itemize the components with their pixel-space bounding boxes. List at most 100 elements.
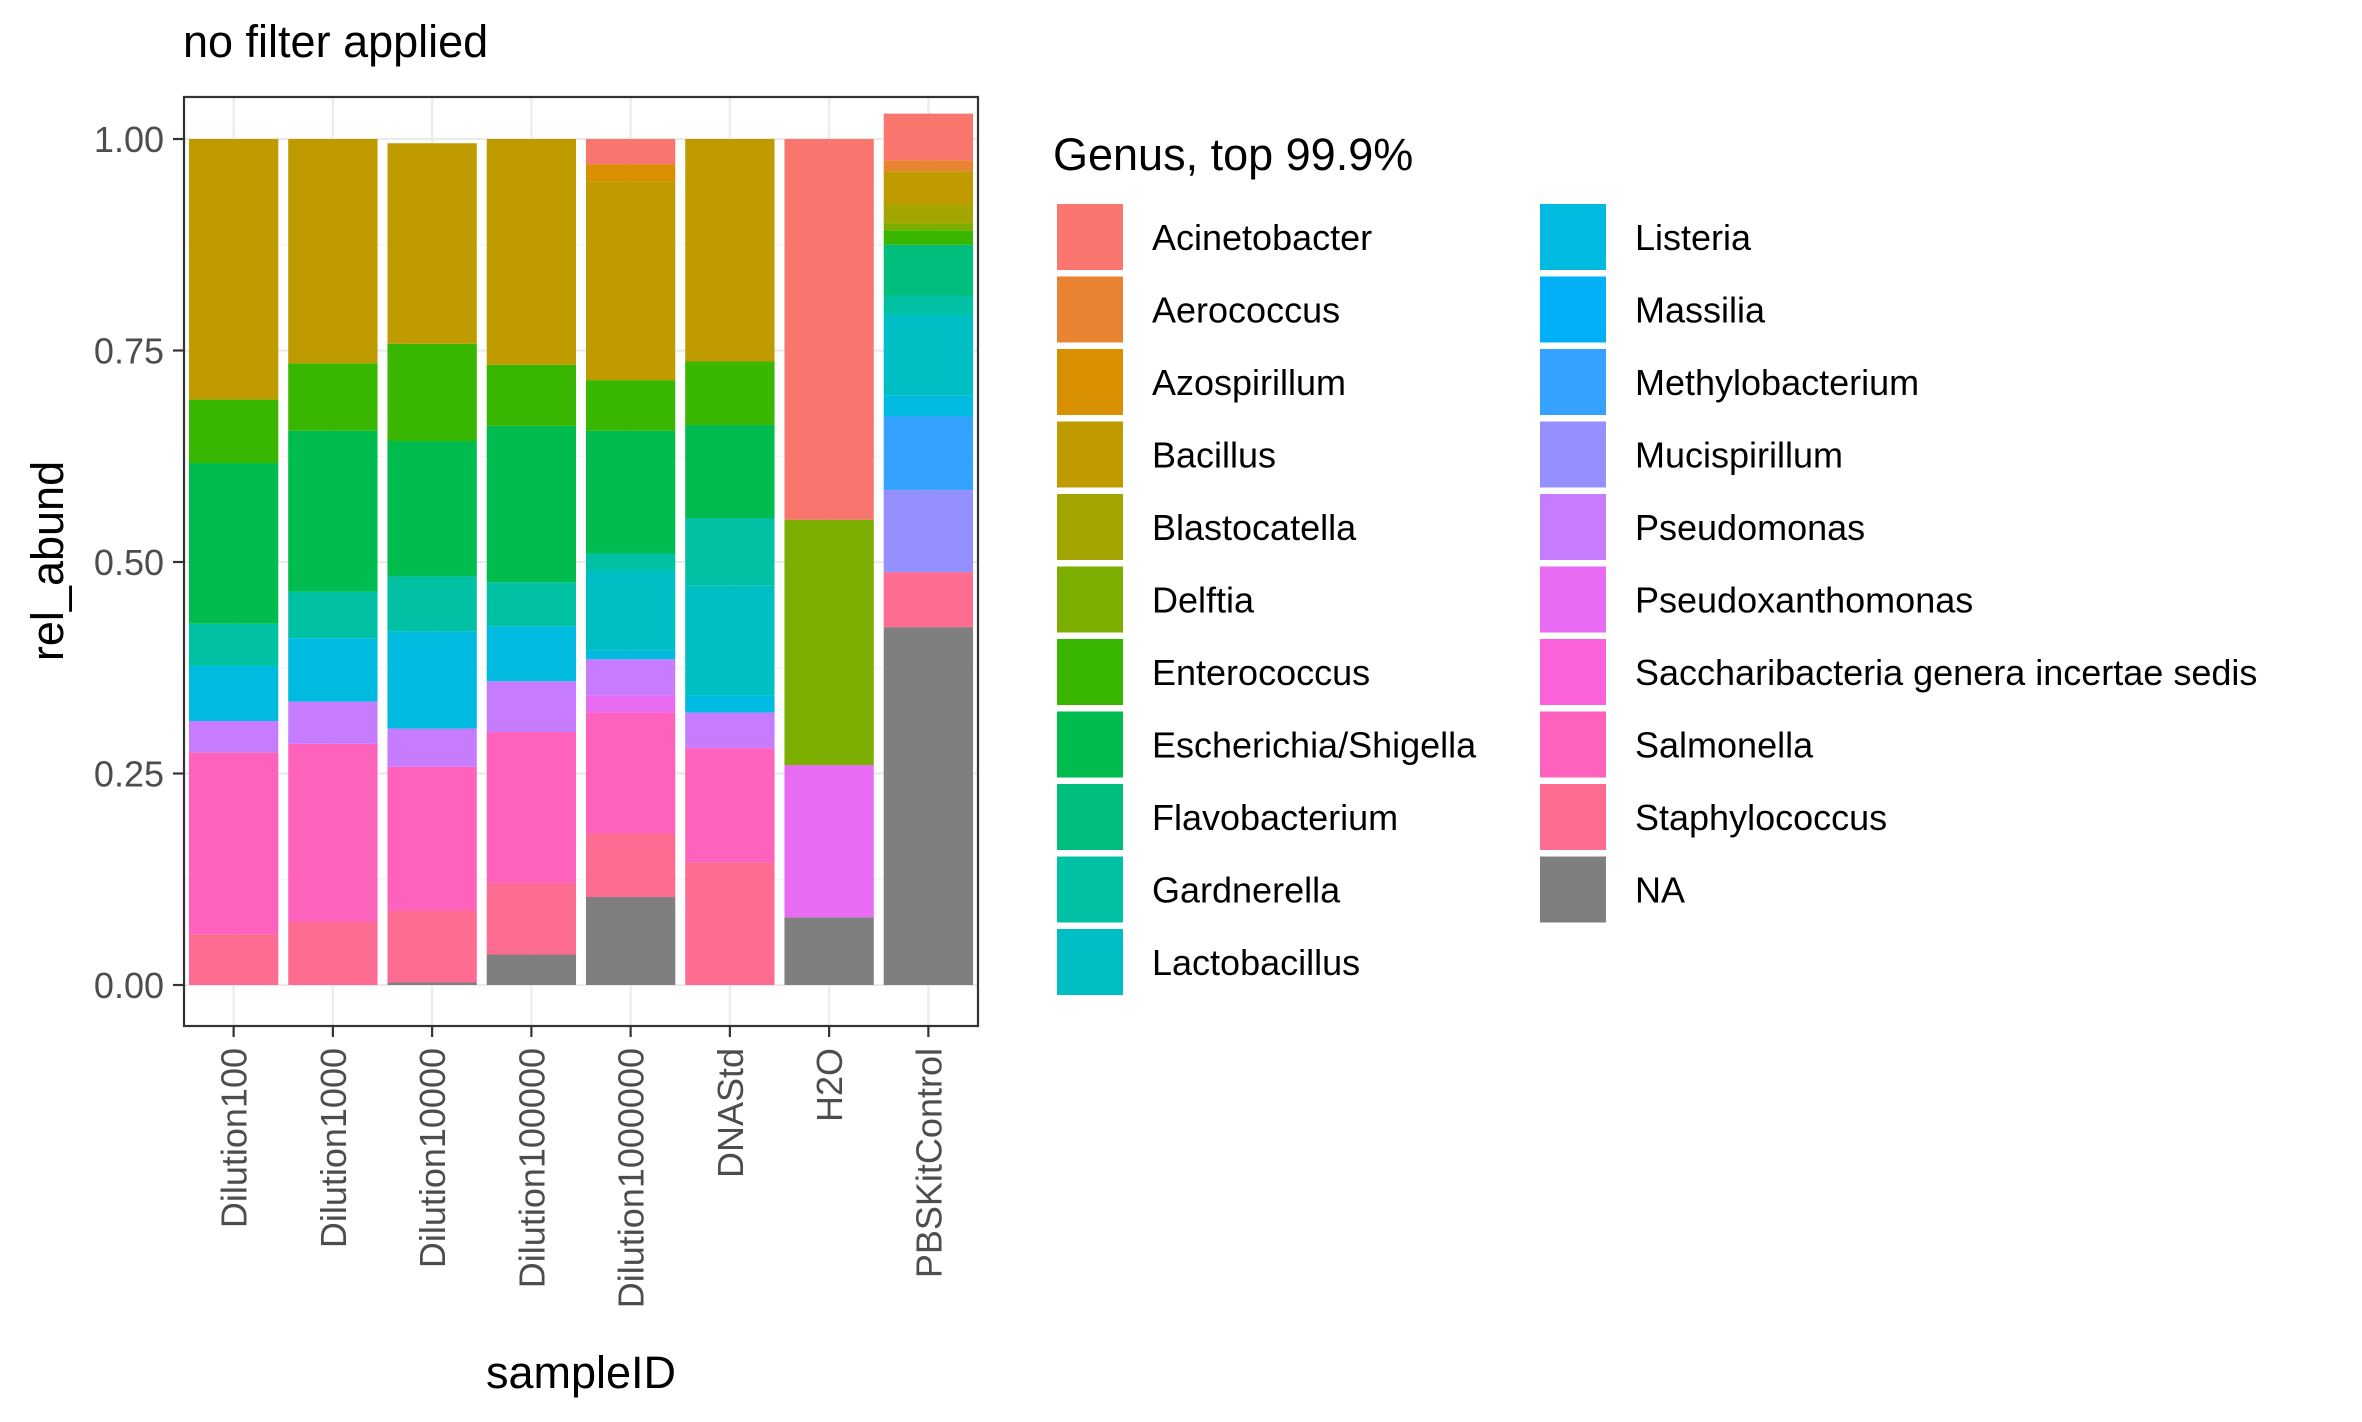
legend-label: NA — [1635, 870, 1685, 911]
y-tick-label: 0.25 — [94, 754, 164, 795]
bar-segment — [486, 364, 577, 426]
legend-item: Gardnerella — [1057, 856, 1341, 923]
y-tick-label: 0.75 — [94, 331, 164, 372]
x-tick-label: Dilution1000000 — [611, 1048, 652, 1308]
legend-key — [1057, 856, 1123, 923]
legend-item: Pseudoxanthomonas — [1540, 566, 1973, 633]
bar-segment — [387, 982, 477, 985]
bar-segment — [188, 139, 279, 400]
bar-segment — [387, 910, 477, 983]
legend-label: Pseudoxanthomonas — [1635, 580, 1973, 621]
legend-item: Acinetobacter — [1057, 204, 1372, 270]
legend-label: Saccharibacteria genera incertae sedis — [1635, 652, 2257, 693]
legend-key — [1540, 639, 1606, 705]
bar-segment — [188, 934, 279, 985]
bar-segment — [784, 519, 874, 766]
bar-segment — [387, 143, 477, 344]
legend-label: Mucispirillum — [1635, 435, 1843, 476]
legend-label: Enterococcus — [1152, 652, 1370, 693]
y-tick-label: 1.00 — [94, 119, 164, 160]
bar-segment — [288, 638, 378, 702]
bar-segment — [685, 424, 775, 519]
legend-key — [1540, 494, 1606, 560]
bar-segment — [883, 395, 974, 417]
legend-key — [1540, 349, 1606, 415]
bar-segment — [784, 765, 874, 918]
bar-segment — [288, 701, 378, 744]
bar-segment — [486, 139, 577, 365]
bars — [188, 113, 974, 985]
bar-segment — [585, 650, 676, 660]
legend-label: Salmonella — [1635, 725, 1814, 766]
x-tick-label: Dilution100000 — [511, 1048, 552, 1288]
bar-segment — [685, 695, 775, 713]
bar-segment — [685, 748, 775, 863]
bar-segment — [387, 343, 477, 442]
legend-label: Blastocatella — [1152, 507, 1357, 548]
y-axis: 0.00 0.25 0.50 0.75 1.00 — [94, 119, 184, 1006]
bar-segment — [685, 361, 775, 425]
legend-item: Salmonella — [1540, 711, 1814, 778]
bar-segment — [486, 582, 577, 627]
legend-key — [1057, 494, 1123, 560]
bar-segment — [288, 743, 378, 922]
legend-key — [1540, 856, 1606, 923]
bar-segment — [685, 862, 775, 985]
bar-segment — [585, 659, 676, 696]
chart-title: no filter applied — [183, 16, 488, 67]
bar-segment — [883, 416, 974, 491]
legend-item: Azospirillum — [1057, 349, 1346, 415]
bar-segment — [883, 113, 974, 161]
x-tick-label: Dilution100 — [214, 1048, 255, 1228]
bar-segment — [188, 666, 279, 722]
legend-item: Blastocatella — [1057, 494, 1357, 560]
bar-segment — [387, 631, 477, 729]
x-tick-label: H2O — [809, 1048, 850, 1122]
legend-label: Azospirillum — [1152, 362, 1346, 403]
legend-item: Bacillus — [1057, 421, 1276, 488]
bar-segment — [883, 295, 974, 315]
legend-item: Lactobacillus — [1057, 929, 1360, 995]
bar-segment — [486, 425, 577, 583]
legend-key — [1057, 204, 1123, 270]
bar-segment — [585, 430, 676, 554]
legend-key — [1057, 929, 1123, 995]
y-tick-label: 0.50 — [94, 542, 164, 583]
legend-key — [1540, 421, 1606, 488]
bar-segment — [585, 164, 676, 182]
bar-segment — [387, 576, 477, 632]
bar-segment — [288, 430, 378, 592]
legend-item: Enterococcus — [1057, 639, 1370, 705]
bar-segment — [784, 139, 874, 520]
bar-segment — [585, 833, 676, 898]
bar-segment — [883, 171, 974, 205]
bar-segment — [883, 314, 974, 396]
legend-item: Mucispirillum — [1540, 421, 1843, 488]
legend-label: Escherichia/Shigella — [1152, 725, 1477, 766]
bar-segment — [486, 681, 577, 733]
legend-label: Gardnerella — [1152, 870, 1341, 911]
legend-label: Lactobacillus — [1152, 942, 1360, 983]
legend-label: Methylobacterium — [1635, 362, 1919, 403]
legend-label: Massilia — [1635, 290, 1766, 331]
bar-segment — [585, 553, 676, 571]
legend-key — [1540, 566, 1606, 633]
bar-segment — [288, 363, 378, 431]
bar-segment — [883, 627, 974, 985]
bar-segment — [288, 139, 378, 364]
legend-label: Delftia — [1152, 580, 1255, 621]
legend-key — [1540, 276, 1606, 343]
bar-segment — [585, 695, 676, 713]
legend-item: Listeria — [1540, 204, 1752, 270]
legend-item: Pseudomonas — [1540, 494, 1865, 560]
legend-item: Massilia — [1540, 276, 1766, 343]
bar-segment — [585, 380, 676, 431]
bar-segment — [883, 204, 974, 224]
bar-segment — [486, 954, 577, 985]
x-tick-label: DNAStd — [710, 1048, 751, 1178]
bar-segment — [883, 572, 974, 628]
legend-title: Genus, top 99.9% — [1053, 129, 1413, 180]
legend: Genus, top 99.9% Acinetobacter Aerococcus… — [1053, 129, 2257, 995]
x-tick-label: Dilution10000 — [412, 1048, 453, 1268]
